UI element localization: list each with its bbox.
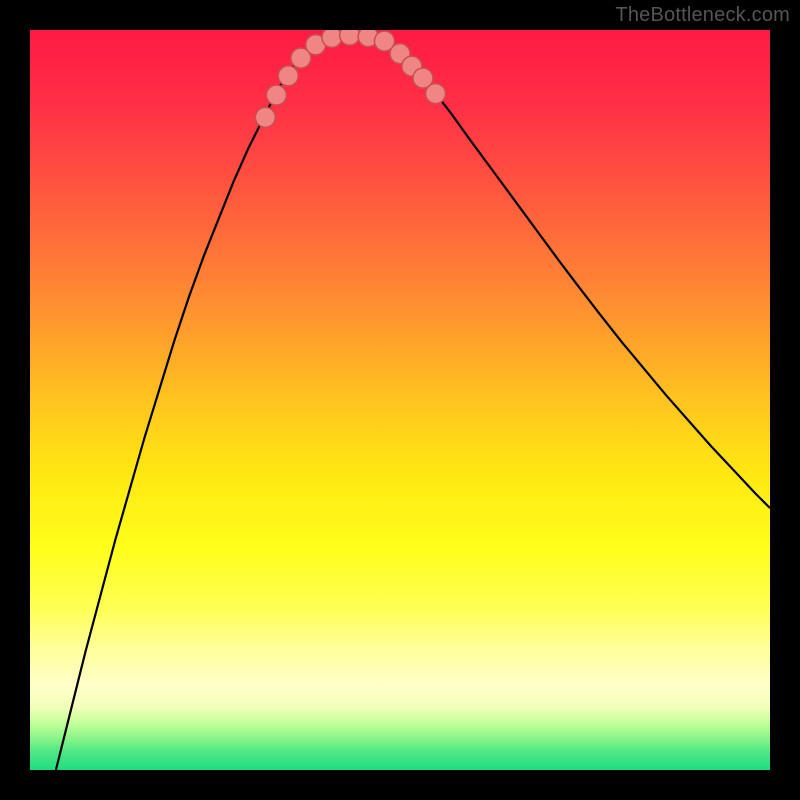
data-marker bbox=[322, 30, 342, 47]
gradient-background bbox=[30, 30, 770, 770]
chart-svg bbox=[30, 30, 770, 770]
data-marker bbox=[255, 107, 275, 127]
data-marker bbox=[426, 84, 446, 104]
data-marker bbox=[340, 30, 360, 45]
data-marker bbox=[278, 66, 298, 86]
bottleneck-chart bbox=[30, 30, 770, 770]
data-marker bbox=[266, 85, 286, 105]
watermark-text: TheBottleneck.com bbox=[615, 4, 790, 27]
